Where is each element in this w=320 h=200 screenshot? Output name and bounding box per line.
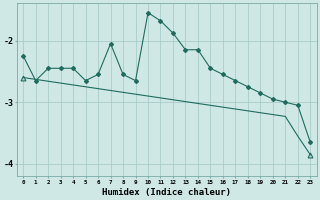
X-axis label: Humidex (Indice chaleur): Humidex (Indice chaleur) — [102, 188, 231, 197]
